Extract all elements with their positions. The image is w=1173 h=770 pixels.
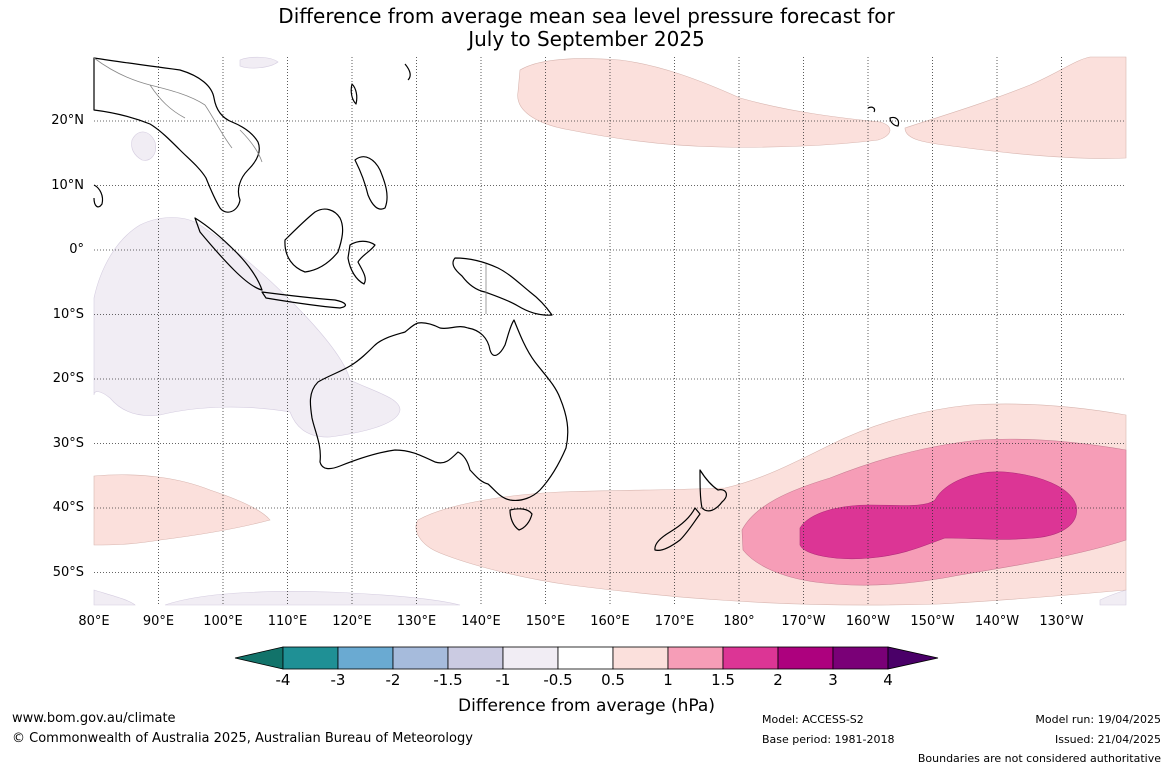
copyright-text: © Commonwealth of Australia 2025, Austra…	[12, 731, 473, 746]
chart-title-line2: July to September 2025	[468, 27, 705, 51]
north-pacific-positive-region	[517, 58, 891, 148]
colorbar-tick-label: -1	[495, 671, 511, 689]
borneo-coastline	[284, 208, 344, 273]
japan-coastline	[404, 63, 411, 81]
disclaimer-text: Boundaries are not considered authoritat…	[917, 752, 1161, 765]
new-zealand-north-island	[699, 469, 727, 512]
longitude-label: 130°E	[396, 614, 437, 629]
sulawesi-coastline	[347, 240, 376, 285]
indian-ocean-negative-region	[93, 217, 401, 438]
sumatra-coastline	[194, 217, 263, 291]
north-pacific-positive-region-east	[904, 56, 1127, 159]
philippines-coastline	[354, 156, 388, 210]
longitude-label: 140°E	[461, 614, 501, 629]
longitude-label: 180°	[723, 614, 755, 629]
taiwan-coastline	[350, 83, 358, 105]
east-negative-strip	[1099, 589, 1127, 606]
base-period-text: Base period: 1981-2018	[762, 733, 895, 746]
latitude-label: 20°N	[51, 113, 84, 128]
bottom-negative-strip	[93, 589, 461, 606]
model-text: Model: ACCESS-S2	[762, 713, 864, 726]
longitude-label: 150°W	[910, 614, 955, 629]
longitude-label: 150°E	[525, 614, 566, 629]
strong-positive-region	[799, 471, 1077, 560]
colorbar-tick-label: 4	[883, 671, 893, 689]
sri-lanka-coastline	[93, 184, 104, 208]
website-link[interactable]: www.bom.gov.au/climate	[12, 711, 176, 726]
colorbar-tick-label: 1.5	[711, 671, 735, 689]
longitude-label: 80°E	[78, 614, 110, 629]
longitude-label: 170°E	[654, 614, 695, 629]
top-negative-blob	[239, 56, 279, 69]
longitude-label: 160°W	[845, 614, 891, 629]
colorbar-tick-label: 2	[773, 671, 783, 689]
longitude-label: 160°E	[590, 614, 630, 629]
latitude-label: 20°S	[52, 371, 84, 386]
new-guinea-coastline	[452, 257, 553, 316]
colorbar-tick-label: 1	[663, 671, 673, 689]
new-zealand-south-island	[654, 507, 701, 551]
issued-text: Issued: 21/04/2025	[1054, 733, 1161, 746]
longitude-label: 110°E	[267, 614, 308, 629]
indian-ocean-negative-blob	[131, 131, 156, 161]
anomaly-regions	[93, 56, 1127, 606]
longitude-label: 170°W	[781, 614, 826, 629]
colorbar-tick-label: -0.5	[543, 671, 573, 689]
colorbar-tick-label: -3	[330, 671, 346, 689]
colorbar-tick-label: -4	[275, 671, 291, 689]
colorbar-tick-label: 3	[828, 671, 838, 689]
longitude-label: 140°W	[974, 614, 1020, 629]
colorbar-tick-label: 0.5	[601, 671, 625, 689]
colorbar-tick-label: -1.5	[433, 671, 463, 689]
latitude-label: 40°S	[52, 500, 84, 515]
colorbar-tick-label: -2	[385, 671, 401, 689]
model-run-text: Model run: 19/04/2025	[1035, 713, 1161, 726]
longitude-label: 130°W	[1039, 614, 1084, 629]
latitude-label: 50°S	[52, 564, 84, 580]
java-coastline	[261, 291, 347, 309]
latitude-label: 10°N	[51, 177, 84, 193]
graticule-grid	[94, 57, 1126, 605]
colorbar-label: Difference from average (hPa)	[458, 696, 715, 716]
latitude-label: 0°	[69, 242, 84, 257]
latitude-label: 30°S	[52, 435, 84, 451]
longitude-label: 90°E	[142, 614, 175, 629]
coastlines	[93, 57, 900, 551]
latitude-label: 10°S	[52, 306, 84, 322]
longitude-label: 120°E	[332, 614, 372, 629]
chart-title-line1: Difference from average mean sea level p…	[278, 4, 895, 28]
west-south-positive-region	[93, 474, 271, 546]
southeast-asia-coastline	[93, 57, 260, 213]
tasmania-coastline	[509, 508, 533, 531]
hawaii-coastline	[867, 106, 900, 127]
australia-coastline	[309, 319, 569, 502]
country-borders	[93, 57, 487, 314]
longitude-label: 100°E	[203, 614, 243, 629]
